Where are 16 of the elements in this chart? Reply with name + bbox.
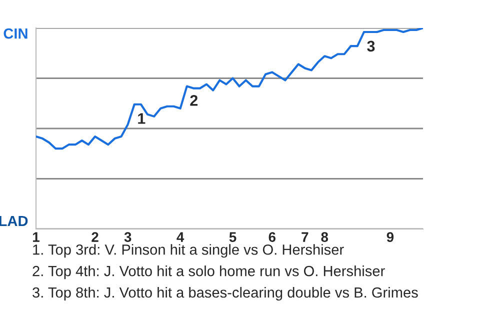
x-tick-label: 6 [268, 232, 276, 242]
x-tick-label: 9 [386, 232, 394, 242]
text: 2. Top 4th: J. Votto hit a solo home run vs O. Hershiser [32, 266, 385, 280]
x-tick-label: 4 [176, 232, 184, 242]
x-tick-label: 5 [229, 232, 236, 242]
x-tick-label: 1 [33, 232, 40, 242]
x-tick-label: 7 [302, 232, 308, 242]
x-tick-label: 2 [92, 232, 98, 242]
annotation: 3 [367, 40, 375, 52]
annotation: 1 [138, 113, 146, 124]
x-tick-label: 8 [321, 232, 328, 242]
text: CIN [4, 28, 28, 39]
text: 1. Top 3rd: V. Pinson hit a single vs O. Hershiser [33, 244, 344, 258]
annotation: 2 [190, 95, 198, 106]
text: 3. Top 8th: J. Votto hit a bases-clearing double vs B. Grimes [32, 286, 418, 301]
x-tick-label: 3 [124, 232, 132, 242]
